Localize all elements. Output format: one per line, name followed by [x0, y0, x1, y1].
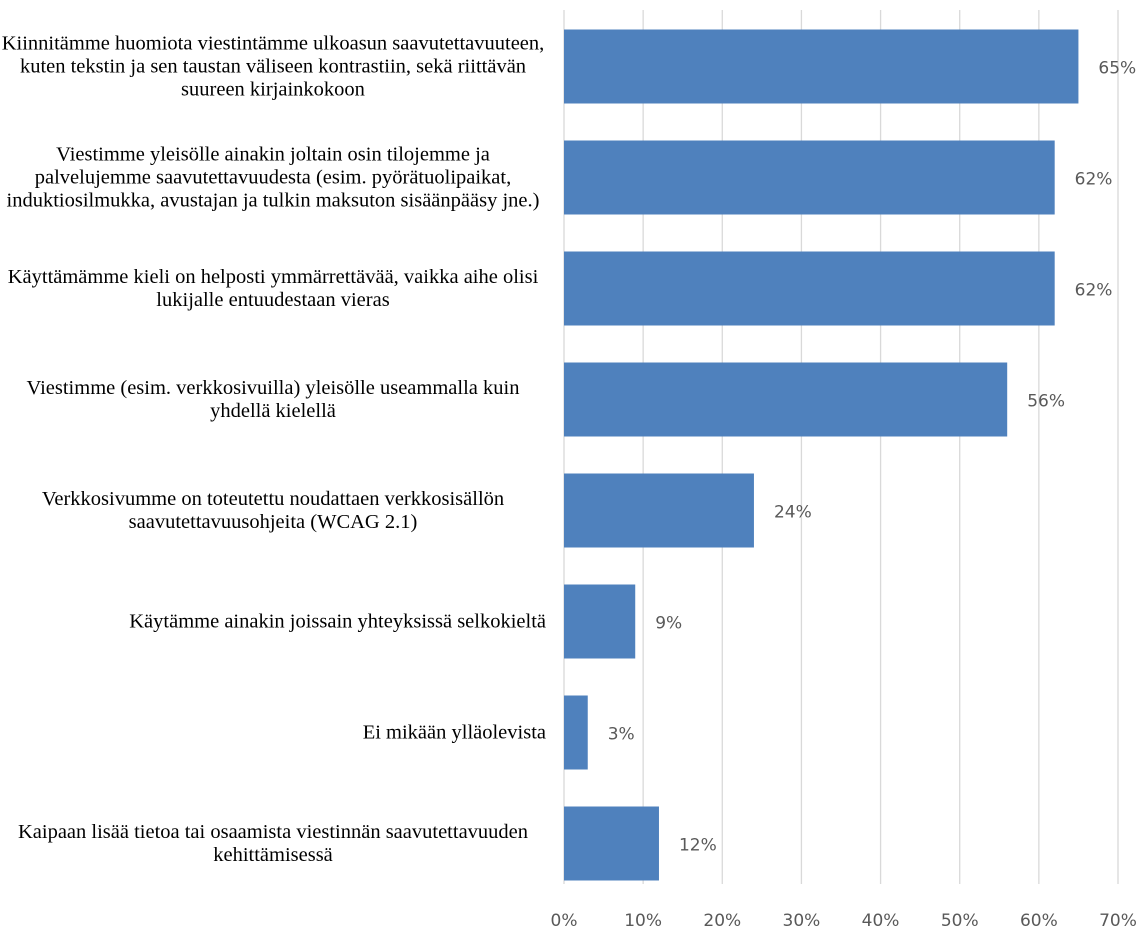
category-label: Viestimme yleisölle ainakin joltain osin…: [6, 143, 540, 211]
data-label: 62%: [1075, 170, 1113, 190]
category-label: Viestimme (esim. verkkosivuilla) yleisöl…: [26, 376, 520, 422]
x-tick-label: 50%: [941, 911, 979, 931]
x-tick-label: 60%: [1020, 911, 1058, 931]
bar: [564, 695, 588, 770]
x-tick-label: 0%: [551, 911, 578, 931]
category-label: Kiinnitämme huomiota viestintämme ulkoas…: [1, 32, 545, 100]
x-tick-label: 40%: [862, 911, 900, 931]
category-label-box: Kaipaan lisää tietoa tai osaamista viest…: [0, 821, 546, 867]
category-label-box: Kiinnitämme huomiota viestintämme ulkoas…: [0, 32, 546, 101]
category-label-box: Käytämme ainakin joissain yhteyksissä se…: [0, 610, 546, 633]
data-label: 56%: [1027, 392, 1065, 412]
category-label-box: Ei mikään ylläolevista: [0, 721, 546, 744]
data-label: 3%: [608, 725, 635, 745]
x-tick-label: 70%: [1099, 911, 1137, 931]
category-label-box: Viestimme yleisölle ainakin joltain osin…: [0, 143, 546, 212]
x-tick-label: 20%: [703, 911, 741, 931]
bar: [564, 584, 636, 659]
data-label: 9%: [655, 614, 682, 634]
bar: [564, 251, 1055, 326]
data-label: 62%: [1075, 281, 1113, 301]
category-label: Ei mikään ylläolevista: [362, 721, 546, 743]
category-label-box: Viestimme (esim. verkkosivuilla) yleisöl…: [0, 377, 546, 423]
data-label: 12%: [679, 836, 717, 856]
category-label: Käytämme ainakin joissain yhteyksissä se…: [129, 610, 546, 632]
bar: [564, 362, 1008, 437]
category-label-box: Verkkosivumme on toteutettu noudattaen v…: [0, 488, 546, 534]
category-label: Käyttämämme kieli on helposti ymmärrettä…: [7, 265, 539, 311]
category-label: Kaipaan lisää tietoa tai osaamista viest…: [17, 820, 529, 866]
bar: [564, 29, 1079, 104]
data-label: 65%: [1098, 59, 1136, 79]
bar: [564, 140, 1055, 215]
x-tick-label: 30%: [783, 911, 821, 931]
category-label-box: Käyttämämme kieli on helposti ymmärrettä…: [0, 266, 546, 312]
bar: [564, 473, 754, 548]
category-label: Verkkosivumme on toteutettu noudattaen v…: [41, 487, 505, 533]
x-tick-label: 10%: [624, 911, 662, 931]
data-label: 24%: [774, 503, 812, 523]
bar: [564, 806, 659, 881]
